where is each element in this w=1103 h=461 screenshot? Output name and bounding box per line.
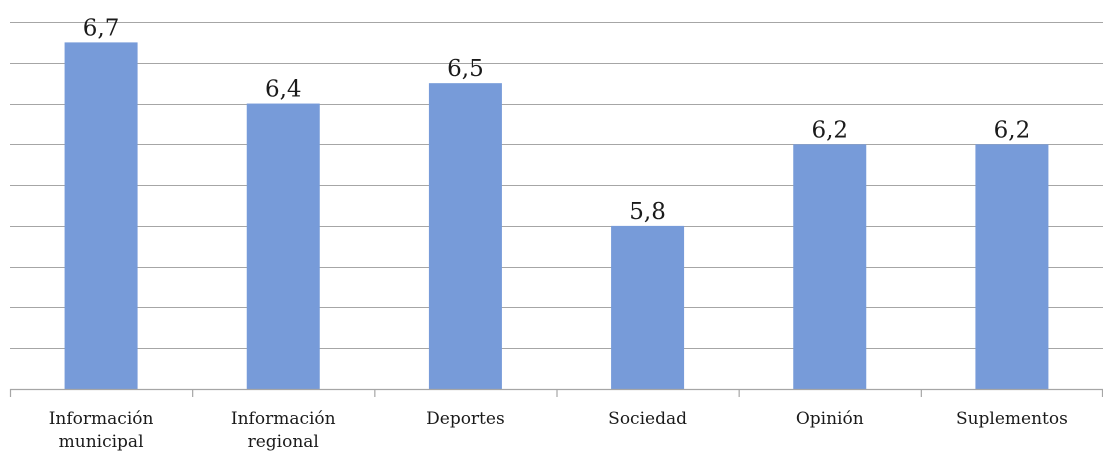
bar (64, 42, 138, 390)
data-label: 6,7 (83, 15, 120, 41)
data-labels: 6,7 6,4 6,5 5,8 6,2 6,2 (83, 15, 1031, 225)
data-label: 6,4 (265, 77, 302, 103)
data-label: 6,5 (447, 56, 484, 82)
bar (793, 144, 867, 389)
category-label: Información municipal (49, 409, 154, 452)
bar (246, 103, 320, 390)
data-label: 6,2 (811, 117, 848, 143)
data-label: 5,8 (629, 199, 666, 225)
x-axis (9, 388, 1103, 397)
category-label: Información regional (231, 409, 336, 452)
category-label: Deportes (426, 409, 505, 429)
data-label: 6,2 (994, 117, 1031, 143)
bar (611, 225, 685, 389)
category-label: Sociedad (608, 409, 687, 429)
gridlines (10, 22, 1103, 349)
category-labels: Información municipal Información regional D… (49, 409, 1068, 452)
category-label: Suplementos (956, 409, 1068, 429)
category-label: Opinión (796, 409, 864, 429)
bar (428, 83, 502, 390)
bars (64, 42, 1049, 390)
bar (975, 144, 1049, 389)
